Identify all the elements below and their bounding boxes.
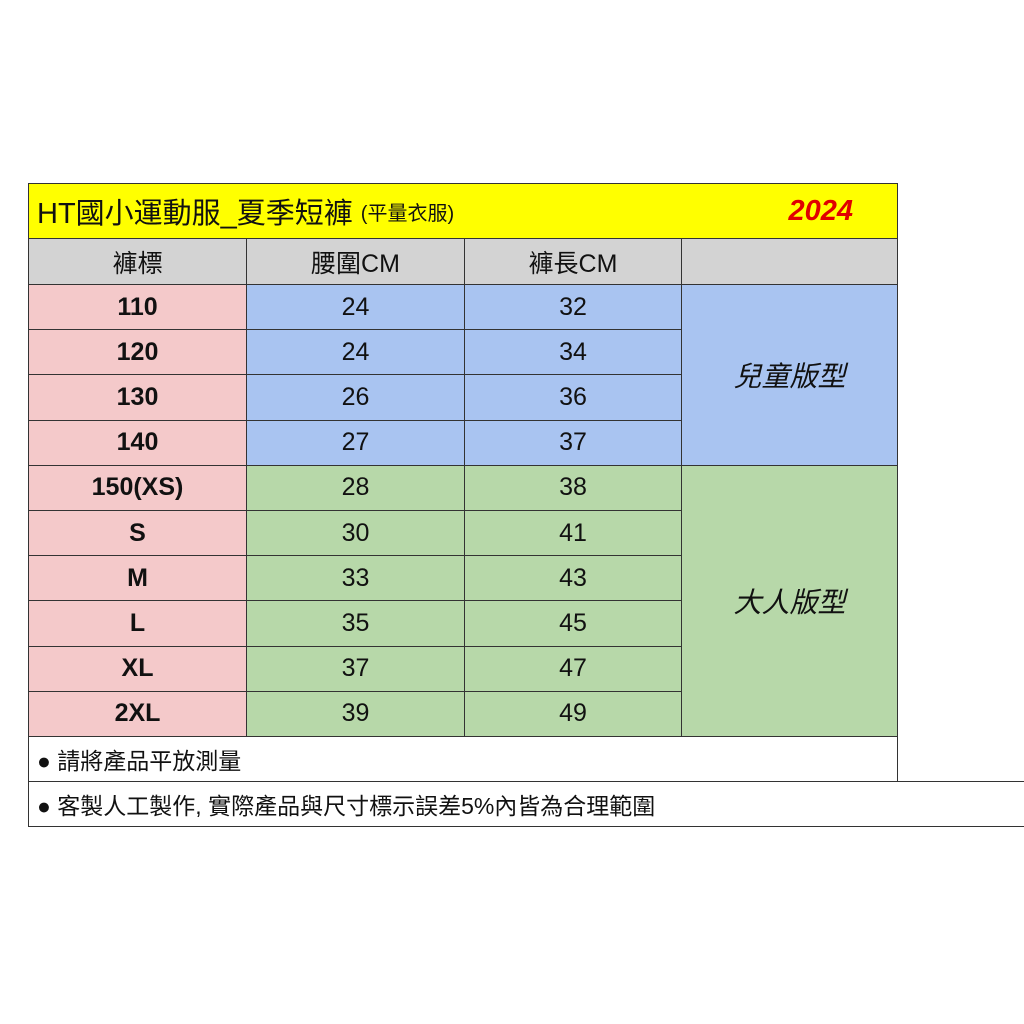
cell-waist: 33 bbox=[246, 555, 465, 602]
group-kids: 兒童版型 bbox=[681, 284, 898, 466]
cell-length: 34 bbox=[464, 329, 682, 376]
cell-size: M bbox=[28, 555, 247, 602]
header-length: 褲長CM bbox=[464, 238, 682, 285]
title-row: HT國小運動服_夏季短褲 (平量衣服) 2024 bbox=[28, 183, 898, 239]
cell-size: S bbox=[28, 510, 247, 557]
cell-length: 45 bbox=[464, 600, 682, 647]
header-type bbox=[681, 238, 898, 285]
note-1: ● 請將產品平放測量 bbox=[28, 736, 898, 782]
cell-length: 36 bbox=[464, 374, 682, 421]
cell-size: 130 bbox=[28, 374, 247, 421]
note-2: ● 客製人工製作, 實際產品與尺寸標示誤差5%內皆為合理範圍 bbox=[28, 781, 1024, 827]
cell-length: 38 bbox=[464, 464, 682, 511]
cell-size: L bbox=[28, 600, 247, 647]
cell-length: 32 bbox=[464, 284, 682, 331]
cell-length: 49 bbox=[464, 690, 682, 737]
title-subtext: (平量衣服) bbox=[360, 202, 455, 225]
cell-waist: 27 bbox=[246, 419, 465, 466]
cell-size: 2XL bbox=[28, 690, 247, 737]
cell-waist: 24 bbox=[246, 329, 465, 376]
cell-size: XL bbox=[28, 645, 247, 692]
year-label: 2024 bbox=[788, 194, 853, 227]
header-waist: 腰圍CM bbox=[246, 238, 465, 285]
cell-size: 150(XS) bbox=[28, 464, 247, 511]
title-text: HT國小運動服_夏季短褲 bbox=[37, 198, 353, 230]
cell-length: 41 bbox=[464, 510, 682, 557]
header-size: 褲標 bbox=[28, 238, 247, 285]
cell-waist: 24 bbox=[246, 284, 465, 331]
cell-length: 37 bbox=[464, 419, 682, 466]
cell-waist: 37 bbox=[246, 645, 465, 692]
cell-length: 47 bbox=[464, 645, 682, 692]
group-adult: 大人版型 bbox=[681, 465, 898, 737]
cell-size: 120 bbox=[28, 329, 247, 376]
cell-waist: 26 bbox=[246, 374, 465, 421]
cell-length: 43 bbox=[464, 555, 682, 602]
cell-size: 140 bbox=[28, 419, 247, 466]
cell-waist: 35 bbox=[246, 600, 465, 647]
cell-waist: 39 bbox=[246, 690, 465, 737]
cell-size: 110 bbox=[28, 284, 247, 331]
cell-waist: 28 bbox=[246, 464, 465, 511]
cell-waist: 30 bbox=[246, 510, 465, 557]
